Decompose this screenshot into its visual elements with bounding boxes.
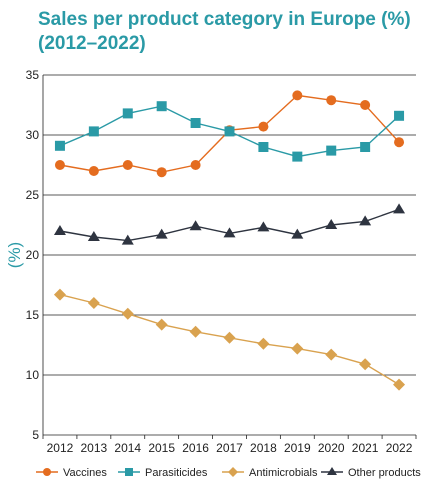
data-point bbox=[156, 101, 167, 112]
data-point bbox=[223, 331, 236, 344]
data-point bbox=[291, 228, 304, 239]
series-layer bbox=[53, 90, 406, 391]
data-point bbox=[325, 219, 338, 229]
data-point bbox=[88, 166, 99, 176]
x-tick-label: 2015 bbox=[148, 441, 175, 455]
legend-label: Antimicrobials bbox=[249, 467, 318, 479]
data-point bbox=[393, 203, 406, 214]
data-point bbox=[326, 95, 337, 106]
data-point bbox=[292, 151, 303, 162]
data-point bbox=[121, 234, 134, 245]
chart-title: Sales per product category in Europe (%)… bbox=[38, 8, 411, 56]
data-point bbox=[326, 145, 337, 156]
x-tick-label: 2020 bbox=[318, 441, 345, 455]
data-point bbox=[292, 90, 303, 101]
data-point bbox=[394, 110, 405, 121]
data-point bbox=[327, 467, 337, 475]
series-other-products bbox=[53, 203, 406, 245]
x-tick-label: 2017 bbox=[216, 441, 243, 455]
data-point bbox=[190, 118, 201, 128]
data-point bbox=[393, 378, 406, 391]
data-point bbox=[155, 228, 168, 239]
x-tick-label: 2013 bbox=[81, 441, 108, 455]
data-point bbox=[258, 142, 269, 152]
y-axis-label: (%) bbox=[5, 242, 24, 268]
series-vaccines bbox=[54, 90, 405, 178]
x-tick-label: 2018 bbox=[250, 441, 277, 455]
x-tick-label: 2021 bbox=[352, 441, 379, 455]
data-point bbox=[53, 225, 66, 235]
data-point bbox=[359, 215, 372, 226]
data-point bbox=[394, 137, 405, 148]
data-point bbox=[125, 468, 133, 476]
y-tick-label: 5 bbox=[32, 428, 39, 442]
y-axis-ticks: 5 10 15 20 25 30 35 bbox=[26, 68, 40, 442]
series-parasiticides bbox=[54, 101, 405, 162]
data-point bbox=[360, 142, 371, 152]
data-point bbox=[257, 337, 270, 350]
data-point bbox=[190, 160, 201, 170]
data-point bbox=[43, 468, 51, 476]
y-tick-label: 20 bbox=[26, 248, 40, 262]
data-point bbox=[228, 467, 238, 477]
y-tick-label: 35 bbox=[26, 68, 40, 82]
gridlines bbox=[42, 74, 417, 439]
legend-item-antimicrobials: Antimicrobials bbox=[222, 467, 318, 479]
data-point bbox=[291, 342, 304, 355]
legend-item-vaccines: Vaccines bbox=[36, 467, 107, 479]
data-point bbox=[189, 325, 202, 338]
chart-title-line-2: (2012–2022) bbox=[38, 33, 146, 54]
data-point bbox=[189, 220, 202, 231]
data-point bbox=[156, 167, 167, 178]
legend-label: Parasiticides bbox=[145, 467, 208, 479]
data-point bbox=[54, 140, 65, 151]
legend-label: Other products bbox=[348, 467, 421, 479]
x-tick-label: 2012 bbox=[47, 441, 74, 455]
data-point bbox=[87, 231, 100, 241]
data-point bbox=[87, 297, 100, 309]
data-point bbox=[88, 126, 99, 137]
data-point bbox=[360, 100, 371, 110]
x-tick-label: 2014 bbox=[114, 441, 141, 455]
x-tick-label: 2022 bbox=[386, 441, 413, 455]
y-tick-label: 25 bbox=[26, 188, 40, 202]
x-tick-label: 2016 bbox=[182, 441, 209, 455]
data-point bbox=[53, 288, 66, 301]
data-point bbox=[223, 227, 236, 238]
chart-title-line-1: Sales per product category in Europe (%) bbox=[38, 9, 411, 30]
data-point bbox=[325, 348, 338, 361]
data-point bbox=[257, 221, 270, 232]
data-point bbox=[54, 160, 65, 170]
legend: Vaccines Parasiticides Antimicrobials Other… bbox=[36, 467, 421, 479]
data-point bbox=[359, 358, 372, 371]
data-point bbox=[258, 121, 269, 132]
legend-label: Vaccines bbox=[63, 467, 107, 479]
y-tick-label: 30 bbox=[26, 128, 40, 142]
series-antimicrobials bbox=[53, 288, 406, 391]
data-point bbox=[122, 160, 133, 170]
legend-item-other-products: Other products bbox=[321, 467, 421, 479]
x-axis-ticks: 2012 2013 2014 2015 2016 2017 2018 2019 2020 2021… bbox=[47, 441, 413, 455]
data-point bbox=[122, 108, 133, 119]
legend-item-parasiticides: Parasiticides bbox=[118, 467, 208, 479]
x-tick-label: 2019 bbox=[284, 441, 311, 455]
data-point bbox=[224, 126, 235, 137]
y-tick-label: 10 bbox=[26, 368, 40, 382]
y-tick-label: 15 bbox=[26, 308, 40, 322]
data-point bbox=[155, 318, 168, 331]
data-point bbox=[121, 307, 134, 320]
